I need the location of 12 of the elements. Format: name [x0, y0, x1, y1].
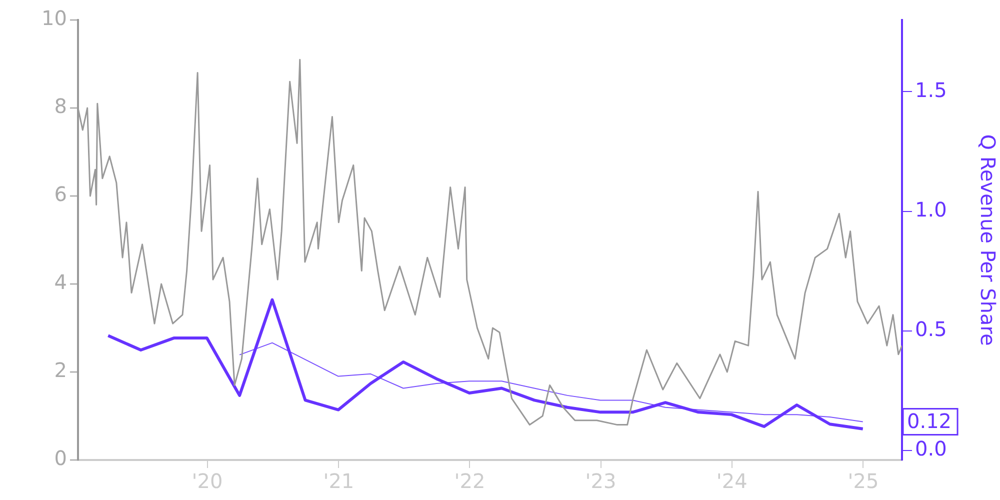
y2-tick-label: 0.0 [915, 436, 947, 461]
y-tick-label: 2 [54, 358, 67, 382]
y2-tick-label: 0.5 [915, 317, 947, 342]
y-tick-label: 10 [42, 6, 67, 30]
y-tick-label: 8 [54, 94, 67, 118]
y2-axis-title: Q Revenue Per Share [976, 134, 1000, 346]
y2-tick-label: 1.0 [915, 198, 947, 222]
y-tick-label: 0 [54, 446, 67, 470]
y-tick-label: 4 [54, 270, 67, 294]
y-tick-label: 6 [54, 182, 67, 206]
y2-tick-label: 0.12 [907, 408, 952, 433]
y2-tick-label: 1.5 [915, 78, 947, 102]
